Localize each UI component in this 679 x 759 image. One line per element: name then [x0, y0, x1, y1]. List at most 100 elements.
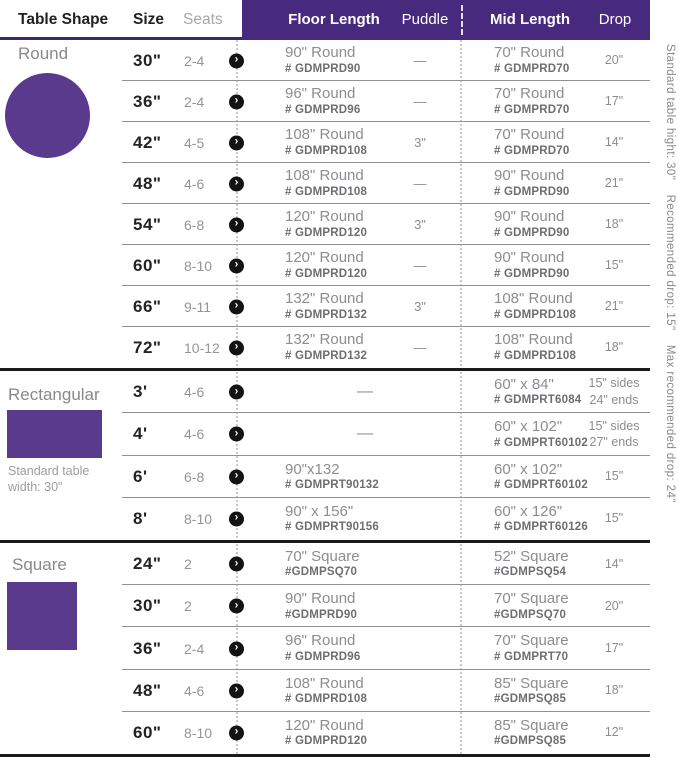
floor-length-dash: — — [285, 371, 445, 413]
seats-value: 10-12 — [184, 339, 220, 356]
floor-item-number: # GDMPRD108 — [285, 692, 368, 705]
floor-length-cell: 90" Round # GDMPRD90 — [285, 40, 445, 81]
size-value: 8' — [133, 508, 148, 528]
floor-length-value: 96" Round — [285, 85, 356, 103]
floor-length-cell: 90" Round #GDMPRD90 — [285, 585, 445, 627]
drop-cell: 15" — [576, 456, 652, 498]
mid-length-value: 70" Round — [494, 126, 565, 144]
mid-length-cell: 60" x 84" # GDMPRT6084 — [494, 371, 654, 413]
col-header-size: Size — [133, 11, 165, 28]
section-square: 24" 2 › 70" Square #GDMPSQ70 52" Square … — [0, 543, 679, 754]
size-value: 60" — [133, 255, 162, 275]
floor-length-cell: 132" Round # GDMPRD132 — [285, 327, 445, 368]
seats-value: 4-6 — [184, 175, 205, 192]
size-value: 36" — [133, 638, 162, 658]
size-value: 66" — [133, 296, 162, 316]
mid-length-cell: 85" Square #GDMPSQ85 — [494, 670, 654, 712]
rectangular-shape-icon — [7, 410, 102, 458]
mid-length-cell: 60" x 126" # GDMPRT60126 — [494, 498, 654, 540]
drop-value: 17" — [604, 641, 624, 656]
mid-length-value: 70" Square — [494, 632, 569, 650]
arrow-circle-icon: › — [229, 53, 244, 68]
arrow-circle-icon: › — [229, 511, 244, 527]
mid-length-cell: 108" Round # GDMPRD108 — [494, 286, 654, 327]
mid-item-number: # GDMPRT60102 — [494, 478, 588, 491]
floor-item-number: # GDMPRD90 — [285, 62, 361, 75]
rectangular-caption: Standard table width: 30" — [8, 463, 89, 496]
dotted-divider-puddle-mid — [460, 40, 462, 754]
drop-value: 18" — [604, 217, 624, 232]
mid-item-number: # GDMPRD70 — [494, 144, 570, 157]
drop-cell: 21" — [576, 286, 652, 327]
mid-length-value: 60" x 126" — [494, 502, 563, 520]
mid-length-value: 90" Round — [494, 167, 565, 185]
size-value: 48" — [133, 680, 162, 700]
arrow-circle-icon: › — [229, 258, 244, 273]
row-divider — [122, 121, 650, 122]
floor-length-value: 108" Round — [285, 167, 364, 185]
row-divider — [122, 454, 650, 456]
seats-value: 9-11 — [184, 298, 211, 315]
mid-length-value: 90" Round — [494, 249, 565, 267]
floor-length-value: 90" x 156" — [285, 502, 354, 520]
table-row-rect-8ft: 8' 8-10 › 90" x 156" # GDMPRT90156 60" x… — [0, 498, 679, 540]
floor-length-cell: 132" Round # GDMPRD132 — [285, 286, 445, 327]
floor-length-value: 90" Round — [285, 590, 356, 608]
table-row-rect-6ft: 6' 6-8 › 90"x132 # GDMPRT90132 60" x 102… — [0, 456, 679, 498]
floor-length-cell: 108" Round # GDMPRD108 — [285, 122, 445, 163]
mid-item-number: # GDMPRT60102 — [494, 436, 588, 449]
arrow-circle-icon: › — [229, 426, 244, 442]
drop-cell: 20" — [576, 40, 652, 81]
floor-item-number: # GDMPRD108 — [285, 185, 368, 198]
floor-length-cell: 108" Round # GDMPRD108 — [285, 163, 445, 204]
floor-length-value: 132" Round — [285, 290, 364, 308]
size-value: 4' — [133, 424, 148, 444]
mid-length-cell: 90" Round # GDMPRD90 — [494, 245, 654, 286]
mid-length-value: 60" x 84" — [494, 376, 554, 394]
row-divider — [122, 496, 650, 498]
drop-value: 15" — [604, 258, 624, 273]
mid-length-cell: 70" Round # GDMPRD70 — [494, 40, 654, 81]
floor-length-cell: 90"x132 # GDMPRT90132 — [285, 456, 445, 498]
row-divider — [122, 80, 650, 81]
size-value: 36" — [133, 91, 162, 111]
floor-length-cell: 120" Round # GDMPRD120 — [285, 245, 445, 286]
seats-value: 6-8 — [184, 468, 205, 485]
drop-value: 18" — [604, 340, 624, 355]
section-label-square: Square — [12, 555, 67, 574]
drop-value: 15" — [604, 469, 624, 484]
table-row-round-54: 54" 6-8 › 120" Round # GDMPRD120 3" 90" … — [0, 204, 679, 245]
seats-value: 4-5 — [184, 134, 205, 151]
mid-item-number: # GDMPRT6084 — [494, 394, 582, 407]
mid-length-cell: 108" Round # GDMPRD108 — [494, 327, 654, 368]
round-shape-icon — [5, 73, 90, 158]
floor-item-number: # GDMPRD96 — [285, 650, 361, 663]
drop-cell: 18" — [576, 327, 652, 368]
mid-length-cell: 70" Round # GDMPRD70 — [494, 122, 654, 163]
seats-value: 6-8 — [184, 216, 205, 233]
drop-value: 15" — [604, 511, 624, 526]
mid-length-cell: 85" Square #GDMPSQ85 — [494, 712, 654, 754]
table-row-square-48: 48" 4-6 › 108" Round # GDMPRD108 85" Squ… — [0, 670, 679, 712]
section-label-rectangular: Rectangular — [8, 385, 100, 404]
mid-length-value: 85" Square — [494, 674, 569, 692]
drop-value: 12" — [604, 725, 624, 740]
rectangular-caption-line2: width: 30" — [8, 480, 63, 495]
mid-item-number: # GDMPRD70 — [494, 62, 570, 75]
section-divider — [0, 540, 650, 543]
puddle-value: 3" — [414, 217, 426, 232]
section-round: 30" 2-4 › 90" Round # GDMPRD90 — 70" Rou… — [0, 40, 679, 368]
drop-cell: 18" — [576, 670, 652, 712]
mid-length-cell: 70" Square # GDMPRT70 — [494, 627, 654, 669]
floor-length-value: 70" Square — [285, 548, 360, 566]
seats-value: 8-10 — [184, 257, 213, 274]
table-row-round-30: 30" 2-4 › 90" Round # GDMPRD90 — 70" Rou… — [0, 40, 679, 81]
puddle-value: — — [413, 94, 427, 109]
seats-value: 4-6 — [184, 682, 205, 699]
row-divider — [122, 326, 650, 327]
size-value: 24" — [133, 554, 162, 574]
seats-value: 2 — [184, 556, 192, 573]
size-value: 48" — [133, 173, 162, 193]
mid-length-value: 60" x 102" — [494, 418, 563, 436]
